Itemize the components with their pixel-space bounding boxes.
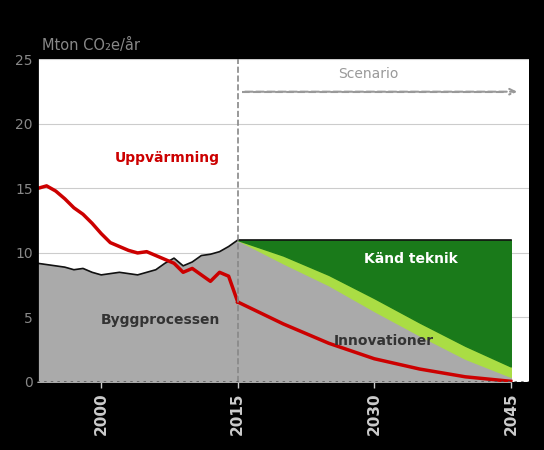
Text: Innovationer: Innovationer	[333, 334, 434, 348]
Text: Scenario: Scenario	[338, 68, 398, 81]
Text: Känd teknik: Känd teknik	[364, 252, 458, 266]
Text: Uppvärmning: Uppvärmning	[115, 151, 220, 165]
Text: Byggprocessen: Byggprocessen	[101, 313, 220, 327]
Text: Mton CO₂e/år: Mton CO₂e/år	[42, 38, 140, 53]
